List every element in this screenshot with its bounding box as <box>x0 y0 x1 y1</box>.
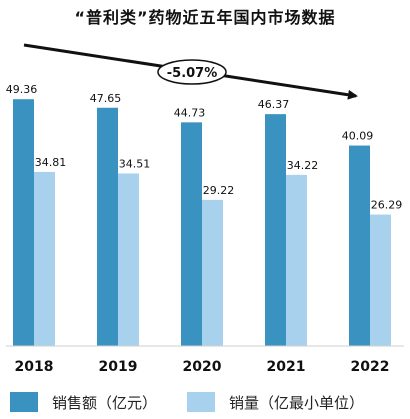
legend-label-volume: 销量（亿最小单位） <box>229 393 365 412</box>
x-tick-label-2021: 2021 <box>267 359 306 375</box>
data-label-sales-2020: 44.73 <box>174 106 206 119</box>
data-label-volume-2020: 29.22 <box>203 184 235 197</box>
bar-sales-2022 <box>349 145 370 346</box>
bar-volume-2021 <box>286 174 307 346</box>
legend-label-sales: 销售额（亿元） <box>52 393 158 412</box>
data-label-volume-2019: 34.51 <box>119 157 151 170</box>
bar-sales-2019 <box>97 107 118 346</box>
x-tick-label-2020: 2020 <box>183 359 222 375</box>
trend-annotation-label: -5.07% <box>167 66 218 81</box>
legend-swatch-volume <box>187 392 216 412</box>
bar-volume-2018 <box>34 171 55 346</box>
legend-item-sales: 销售额（亿元） <box>10 392 157 413</box>
bar-volume-2019 <box>118 173 139 346</box>
data-label-sales-2018: 49.36 <box>6 83 38 96</box>
x-tick-label-2019: 2019 <box>99 359 138 375</box>
bar-volume-2020 <box>202 199 223 346</box>
bar-sales-2020 <box>181 122 202 346</box>
data-label-sales-2019: 47.65 <box>90 92 122 105</box>
data-label-volume-2022: 26.29 <box>371 199 403 212</box>
legend-swatch-sales <box>10 392 38 412</box>
data-label-volume-2018: 34.81 <box>35 156 67 169</box>
x-tick-label-2018: 2018 <box>15 359 54 375</box>
chart-legend: 销售额（亿元） 销量（亿最小单位） <box>10 390 410 414</box>
bar-sales-2021 <box>265 114 286 347</box>
data-label-sales-2021: 46.37 <box>258 98 290 111</box>
x-tick-label-2022: 2022 <box>351 359 390 375</box>
bar-volume-2022 <box>370 214 391 346</box>
legend-item-volume: 销量（亿最小单位） <box>187 392 364 413</box>
data-label-volume-2021: 34.22 <box>287 159 319 172</box>
chart-title: “普利类”药物近五年国内市场数据 <box>74 8 336 27</box>
trend-annotation-badge <box>157 59 227 85</box>
bar-sales-2018 <box>13 99 34 346</box>
data-label-sales-2022: 40.09 <box>342 130 374 143</box>
